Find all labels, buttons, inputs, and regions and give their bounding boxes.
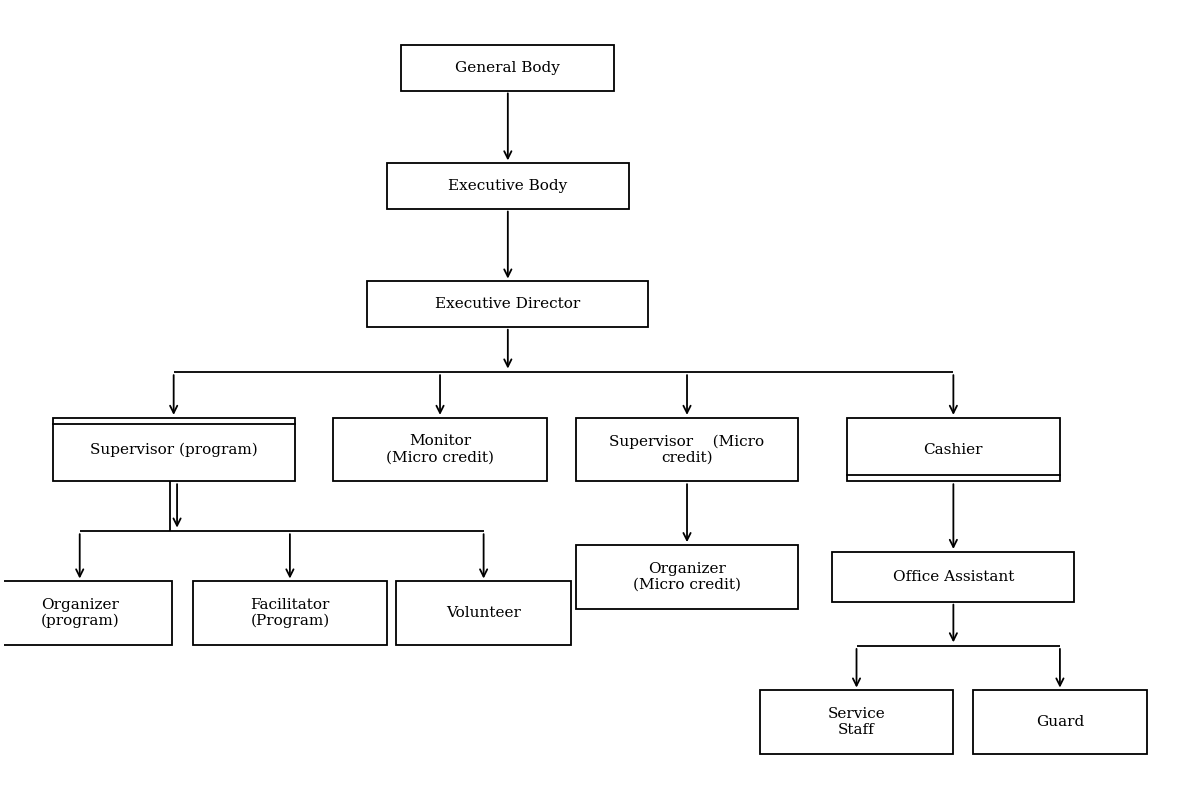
Text: Facilitator
(Program): Facilitator (Program) — [250, 598, 330, 629]
Bar — [396, 581, 571, 645]
Bar — [972, 690, 1147, 754]
Text: Monitor
(Micro credit): Monitor (Micro credit) — [386, 435, 494, 465]
Text: Executive Director: Executive Director — [436, 297, 581, 311]
Text: Guard: Guard — [1035, 715, 1084, 729]
Bar — [576, 418, 798, 481]
Bar — [401, 45, 614, 91]
Text: Office Assistant: Office Assistant — [892, 570, 1014, 584]
Bar — [368, 281, 649, 327]
Bar — [847, 418, 1060, 481]
Bar — [0, 581, 171, 645]
Text: Service
Staff: Service Staff — [827, 707, 885, 737]
Text: Organizer
(program): Organizer (program) — [40, 598, 119, 629]
Text: Cashier: Cashier — [923, 442, 983, 457]
Text: Supervisor (program): Supervisor (program) — [89, 442, 257, 457]
Bar — [333, 418, 546, 481]
Bar — [759, 690, 953, 754]
Bar — [576, 545, 798, 608]
Text: Executive Body: Executive Body — [449, 179, 568, 193]
Text: Organizer
(Micro credit): Organizer (Micro credit) — [633, 562, 741, 592]
Text: General Body: General Body — [456, 61, 560, 75]
Bar — [832, 551, 1075, 602]
Bar — [52, 418, 295, 481]
Text: Supervisor    (Micro
credit): Supervisor (Micro credit) — [609, 435, 765, 465]
Text: Volunteer: Volunteer — [446, 606, 521, 620]
Bar — [193, 581, 387, 645]
Bar — [387, 164, 628, 209]
